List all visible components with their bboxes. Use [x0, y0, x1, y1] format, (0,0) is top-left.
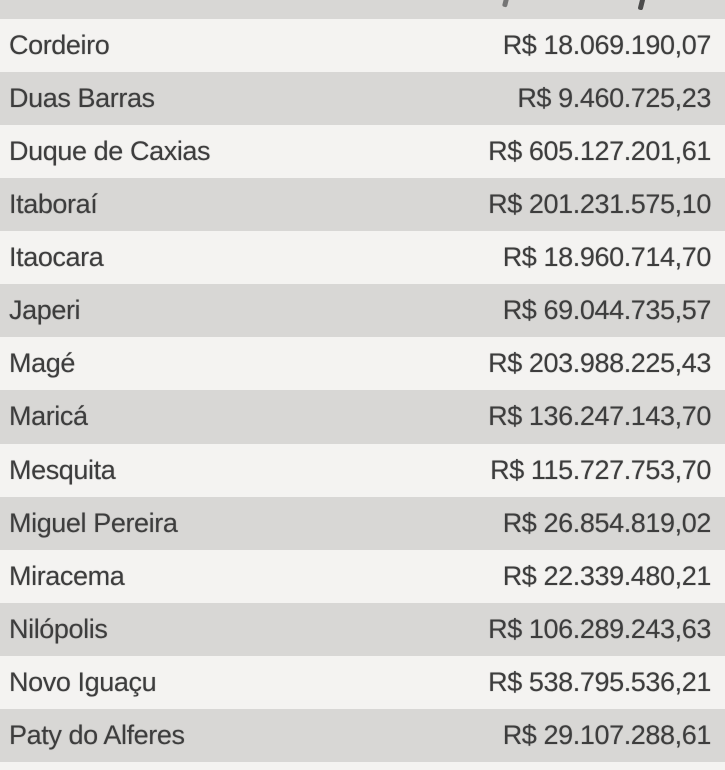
table-row: Itaboraí R$ 201.231.575,10 [0, 178, 725, 232]
municipality-cell: Miguel Pereira [9, 507, 178, 538]
municipality-cell: Novo Iguaçu [9, 666, 157, 697]
municipality-cell: Mesquita [9, 454, 116, 485]
value-cell: R$ 115.727.753,70 [490, 454, 711, 485]
municipality-cell: Maricá [9, 401, 88, 432]
municipality-cell: Itaocara [9, 242, 104, 273]
table-row: Maricá R$ 136.247.143,70 [0, 390, 725, 444]
table-row: Duas Barras R$ 9.460.725,23 [0, 72, 725, 126]
value-cell: R$ 29.107.288,61 [502, 719, 712, 750]
text-descender-mark [501, 0, 510, 8]
municipality-cell: Cordeiro [9, 30, 110, 61]
table-row: Miguel Pereira R$ 26.854.819,02 [0, 496, 725, 550]
table-row: Miracema R$ 22.339.480,21 [0, 549, 725, 603]
municipality-cell: Miracema [9, 560, 125, 591]
municipality-cell: Itaboraí [9, 189, 98, 220]
value-cell: R$ 538.795.536,21 [488, 666, 711, 697]
value-cell: R$ 203.988.225,43 [488, 348, 711, 379]
table-row: Novo Iguaçu R$ 538.795.536,21 [0, 655, 725, 709]
municipality-cell: Magé [9, 348, 75, 379]
clipped-row-top [0, 0, 725, 19]
value-cell: R$ 69.044.735,57 [502, 295, 712, 326]
table-row: Nilópolis R$ 106.289.243,63 [0, 602, 725, 656]
clipped-row-bottom [0, 761, 725, 770]
municipality-cell: Nilópolis [9, 613, 108, 644]
value-cell: R$ 201.231.575,10 [488, 189, 711, 220]
value-cell: R$ 18.069.190,07 [502, 30, 712, 61]
value-cell: R$ 26.854.819,02 [502, 507, 712, 538]
municipality-cell: Paty do Alferes [9, 719, 185, 750]
municipality-cell: Duas Barras [9, 83, 155, 114]
table-row: Japeri R$ 69.044.735,57 [0, 284, 725, 338]
table-row: Itaocara R$ 18.960.714,70 [0, 231, 725, 285]
table-row: Duque de Caxias R$ 605.127.201,61 [0, 125, 725, 179]
value-cell: R$ 605.127.201,61 [488, 136, 711, 167]
table-row: Magé R$ 203.988.225,43 [0, 337, 725, 391]
municipality-cell: Duque de Caxias [9, 136, 211, 167]
value-cell: R$ 9.460.725,23 [517, 83, 711, 114]
text-descender-mark [637, 0, 646, 11]
value-cell: R$ 136.247.143,70 [488, 401, 711, 432]
municipality-cell: Japeri [9, 295, 81, 326]
value-cell: R$ 106.289.243,63 [488, 613, 711, 644]
value-cell: R$ 18.960.714,70 [502, 242, 712, 273]
table-row: Mesquita R$ 115.727.753,70 [0, 443, 725, 497]
table-row: Paty do Alferes R$ 29.107.288,61 [0, 708, 725, 762]
value-cell: R$ 22.339.480,21 [502, 560, 712, 591]
table-row: Cordeiro R$ 18.069.190,07 [0, 19, 725, 73]
